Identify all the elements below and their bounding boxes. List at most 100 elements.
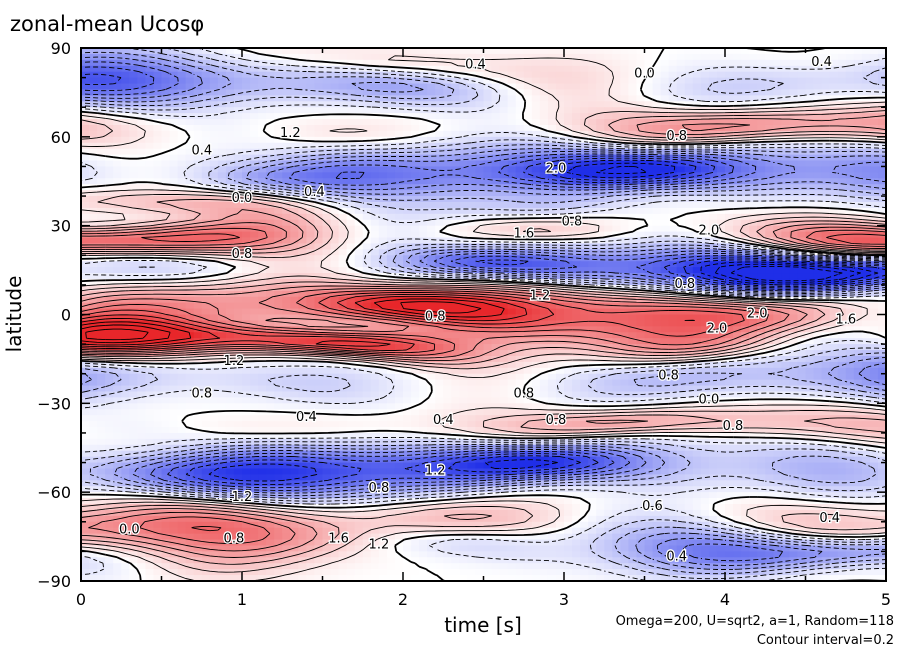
heatmap-cell xyxy=(845,136,855,144)
heatmap-cell xyxy=(572,142,581,150)
heatmap-cell xyxy=(258,207,267,215)
heatmap-cell xyxy=(523,290,533,298)
heatmap-cell xyxy=(523,296,533,304)
heatmap-cell xyxy=(354,160,364,168)
heatmap-cell xyxy=(531,219,541,227)
heatmap-cell xyxy=(185,326,195,333)
heatmap-cell xyxy=(217,243,227,250)
heatmap-cell xyxy=(435,65,444,73)
heatmap-cell xyxy=(209,124,219,132)
heatmap-cell xyxy=(209,302,219,310)
heatmap-cell xyxy=(121,71,130,79)
heatmap-cell xyxy=(813,71,823,79)
heatmap-cell xyxy=(338,201,348,209)
heatmap-cell xyxy=(451,196,460,203)
heatmap-cell xyxy=(684,314,694,322)
heatmap-cell xyxy=(853,83,863,91)
heatmap-cell xyxy=(386,71,396,79)
heatmap-cell xyxy=(507,77,517,85)
heatmap-cell xyxy=(314,219,324,227)
heatmap-cell xyxy=(129,278,138,286)
heatmap-cell xyxy=(741,273,750,280)
heatmap-cell xyxy=(628,296,638,304)
heatmap-cell xyxy=(491,89,501,96)
heatmap-cell xyxy=(394,196,404,203)
heatmap-cell xyxy=(386,53,396,61)
heatmap-cell xyxy=(604,201,613,209)
heatmap-cell xyxy=(861,89,871,96)
heatmap-cell xyxy=(378,207,388,215)
heatmap-cell xyxy=(837,196,847,203)
heatmap-cell xyxy=(97,213,106,221)
heatmap-cell xyxy=(330,320,340,327)
heatmap-cell xyxy=(547,302,557,310)
heatmap-cell xyxy=(443,172,452,179)
heatmap-cell xyxy=(837,154,847,162)
heatmap-cell xyxy=(121,77,130,85)
heatmap-cell xyxy=(266,231,275,239)
heatmap-cell xyxy=(781,130,790,138)
heatmap-cell xyxy=(539,77,549,85)
heatmap-cell xyxy=(346,184,356,191)
heatmap-cell xyxy=(467,237,477,245)
heatmap-cell xyxy=(805,83,815,91)
heatmap-cell xyxy=(242,273,251,280)
heatmap-cell xyxy=(161,302,171,310)
heatmap-cell xyxy=(411,249,420,256)
heatmap-cell xyxy=(741,237,750,245)
heatmap-cell xyxy=(588,124,597,132)
heatmap-cell xyxy=(209,338,219,345)
heatmap-cell xyxy=(636,154,646,162)
heatmap-cell xyxy=(81,77,90,85)
heatmap-cell xyxy=(700,302,710,310)
heatmap-cell xyxy=(612,267,621,274)
heatmap-cell xyxy=(121,273,130,280)
heatmap-cell xyxy=(370,332,380,339)
heatmap-cell xyxy=(676,184,686,191)
heatmap-cell xyxy=(354,213,364,221)
heatmap-cell xyxy=(419,136,428,144)
heatmap-cell xyxy=(596,59,605,67)
heatmap-cell xyxy=(443,255,452,262)
heatmap-cell xyxy=(225,136,235,144)
heatmap-cell xyxy=(403,255,412,262)
heatmap-cell xyxy=(668,101,678,108)
heatmap-cell xyxy=(314,160,324,168)
heatmap-cell xyxy=(861,166,871,173)
heatmap-cell xyxy=(588,59,597,67)
heatmap-cell xyxy=(564,59,573,67)
heatmap-cell xyxy=(547,219,557,227)
heatmap-cell xyxy=(201,148,211,156)
heatmap-cell xyxy=(193,160,203,168)
heatmap-cell xyxy=(877,142,886,150)
heatmap-cell xyxy=(105,166,114,173)
heatmap-cell xyxy=(596,48,605,55)
heatmap-cell xyxy=(322,261,332,268)
heatmap-cell xyxy=(443,308,452,316)
heatmap-cell xyxy=(113,320,122,327)
heatmap-cell xyxy=(580,249,589,256)
heatmap-cell xyxy=(121,332,130,339)
heatmap-cell xyxy=(660,83,670,91)
heatmap-cell xyxy=(113,178,122,185)
heatmap-cell xyxy=(499,296,509,304)
heatmap-cell xyxy=(209,48,219,55)
heatmap-cell xyxy=(725,225,734,233)
heatmap-cell xyxy=(676,243,686,250)
heatmap-cell xyxy=(596,89,605,96)
heatmap-cell xyxy=(467,172,477,179)
heatmap-cell xyxy=(298,332,307,339)
heatmap-cell xyxy=(250,59,259,67)
heatmap-cell xyxy=(419,243,428,250)
heatmap-cell xyxy=(370,154,380,162)
heatmap-cell xyxy=(242,59,251,67)
heatmap-cell xyxy=(789,213,799,221)
heatmap-cell xyxy=(443,71,452,79)
heatmap-cell xyxy=(700,48,710,55)
heatmap-cell xyxy=(797,201,807,209)
heatmap-cell xyxy=(733,196,742,203)
heatmap-cell xyxy=(644,77,654,85)
heatmap-cell xyxy=(193,119,203,126)
heatmap-cell xyxy=(733,77,742,85)
heatmap-cell xyxy=(547,196,557,203)
